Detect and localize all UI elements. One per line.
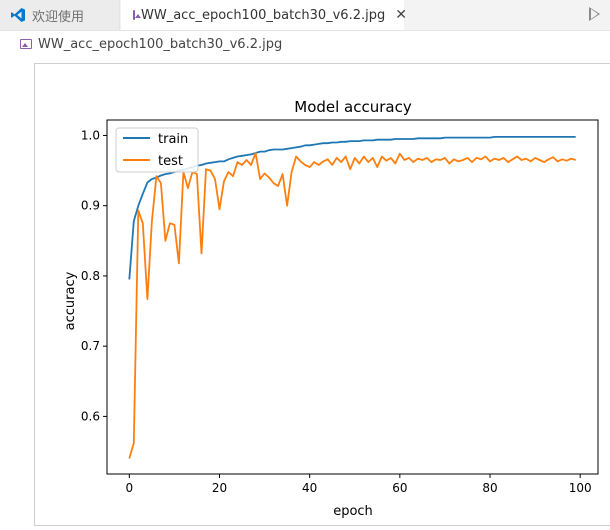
x-tick-label: 80 — [482, 481, 497, 495]
series-line-train — [128, 136, 576, 280]
x-tick-label: 0 — [125, 481, 133, 495]
x-axis-label: epoch — [333, 504, 373, 519]
series-line-test — [128, 152, 576, 459]
y-tick-label: 0.6 — [81, 409, 100, 423]
legend: train test — [115, 127, 199, 173]
tab-image-file[interactable]: WW_acc_epoch100_batch30_v6.2.jpg ✕ — [121, 0, 407, 30]
close-tab-icon[interactable]: ✕ — [395, 7, 407, 23]
breadcrumb-image-icon — [20, 39, 32, 49]
tab-welcome[interactable]: 欢迎使用 — [0, 0, 120, 30]
run-icon[interactable] — [589, 7, 600, 21]
tab-bar: 欢迎使用 WW_acc_epoch100_batch30_v6.2.jpg ✕ — [0, 0, 610, 31]
y-tick-label: 0.8 — [81, 269, 100, 283]
plot-frame — [106, 119, 599, 475]
accuracy-chart: Model accuracy epoch accuracy 0 20 40 60 80 1… — [63, 98, 599, 519]
chart-title: Model accuracy — [294, 98, 412, 116]
x-tick-label: 40 — [302, 481, 317, 495]
breadcrumb: WW_acc_epoch100_batch30_v6.2.jpg — [0, 31, 610, 57]
legend-test-label: test — [158, 154, 183, 169]
y-tick-label: 0.9 — [81, 199, 100, 213]
y-axis-label: accuracy — [63, 271, 78, 330]
x-tick-label: 60 — [392, 481, 407, 495]
tab-welcome-label: 欢迎使用 — [32, 9, 85, 25]
y-tick-label: 0.7 — [81, 339, 100, 353]
vscode-logo-icon — [10, 7, 26, 23]
image-preview: Model accuracy epoch accuracy 0 20 40 60 80 1… — [34, 63, 610, 526]
x-tick-label: 20 — [212, 481, 227, 495]
breadcrumb-label[interactable]: WW_acc_epoch100_batch30_v6.2.jpg — [38, 36, 283, 52]
y-tick-label: 1.0 — [81, 128, 100, 142]
image-editor: Model accuracy epoch accuracy 0 20 40 60 80 1… — [0, 57, 610, 530]
legend-train-label: train — [158, 132, 188, 147]
x-tick-label: 100 — [569, 481, 592, 495]
tab-image-file-label: WW_acc_epoch100_batch30_v6.2.jpg — [141, 7, 386, 23]
image-file-icon — [133, 10, 141, 20]
